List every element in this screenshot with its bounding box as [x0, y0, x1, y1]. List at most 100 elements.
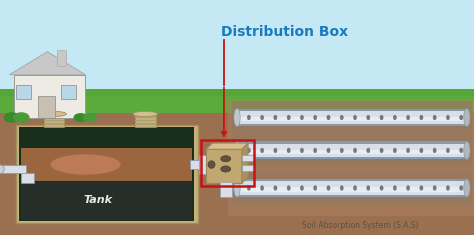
Polygon shape [9, 52, 85, 75]
Ellipse shape [51, 154, 121, 175]
Bar [237, 117, 467, 121]
Ellipse shape [367, 148, 370, 153]
Ellipse shape [407, 186, 410, 190]
Bar [228, 99, 474, 216]
Ellipse shape [234, 109, 240, 126]
Ellipse shape [354, 186, 357, 190]
Bar [135, 123, 155, 125]
Bar [44, 114, 64, 127]
Ellipse shape [261, 186, 264, 190]
Bar [220, 182, 232, 197]
Ellipse shape [433, 148, 437, 153]
Bar [44, 123, 64, 125]
Bar [135, 120, 155, 121]
Ellipse shape [433, 186, 437, 190]
Ellipse shape [380, 115, 383, 120]
Ellipse shape [464, 179, 470, 197]
Bar [237, 181, 467, 195]
Ellipse shape [314, 148, 317, 153]
Ellipse shape [447, 186, 450, 190]
Ellipse shape [354, 115, 357, 120]
Ellipse shape [73, 113, 88, 122]
Ellipse shape [247, 186, 250, 190]
Bar [16, 85, 31, 99]
Ellipse shape [447, 148, 450, 153]
Ellipse shape [221, 156, 231, 162]
Ellipse shape [464, 141, 470, 159]
Ellipse shape [380, 148, 383, 153]
Bar [199, 155, 211, 174]
Ellipse shape [367, 186, 370, 190]
Bar [232, 171, 472, 205]
Ellipse shape [393, 186, 397, 190]
Bar [206, 161, 209, 168]
Ellipse shape [274, 186, 277, 190]
Ellipse shape [42, 111, 66, 117]
Bar [38, 96, 55, 118]
Ellipse shape [367, 115, 370, 120]
Ellipse shape [4, 112, 20, 123]
Ellipse shape [460, 148, 463, 153]
Bar [206, 149, 242, 183]
Bar [0, 113, 474, 235]
Bar [190, 160, 211, 169]
Bar [0, 89, 474, 96]
Ellipse shape [261, 148, 264, 153]
Bar [237, 179, 467, 197]
Ellipse shape [247, 148, 250, 153]
Bar [19, 127, 194, 221]
Text: Soil Absorption System (S.A.S): Soil Absorption System (S.A.S) [302, 221, 419, 230]
Bar [44, 116, 64, 118]
Ellipse shape [314, 186, 317, 190]
Bar [14, 75, 85, 118]
Bar [237, 141, 467, 159]
Bar [61, 85, 76, 99]
Ellipse shape [301, 148, 304, 153]
Ellipse shape [13, 112, 29, 123]
Ellipse shape [0, 165, 4, 173]
Bar [0, 89, 474, 113]
Ellipse shape [301, 186, 304, 190]
Polygon shape [206, 143, 248, 149]
Ellipse shape [327, 186, 330, 190]
Ellipse shape [221, 166, 231, 172]
Ellipse shape [393, 148, 397, 153]
Ellipse shape [340, 115, 343, 120]
Ellipse shape [274, 115, 277, 120]
Ellipse shape [327, 148, 330, 153]
Ellipse shape [287, 186, 290, 190]
Bar [56, 50, 65, 66]
Bar [237, 187, 467, 192]
Ellipse shape [261, 115, 264, 120]
Ellipse shape [133, 111, 157, 117]
Ellipse shape [208, 161, 215, 168]
Ellipse shape [340, 186, 343, 190]
Ellipse shape [287, 148, 290, 153]
Ellipse shape [314, 115, 317, 120]
Bar [237, 109, 467, 126]
Bar [237, 149, 467, 154]
Bar [242, 155, 254, 161]
Ellipse shape [234, 141, 240, 159]
Text: Tank: Tank [83, 195, 112, 205]
Ellipse shape [327, 115, 330, 120]
Ellipse shape [274, 148, 277, 153]
Bar [0, 0, 474, 89]
Bar [232, 133, 472, 167]
Ellipse shape [380, 186, 383, 190]
Ellipse shape [247, 115, 250, 120]
Bar [44, 120, 64, 121]
Bar [237, 111, 467, 124]
Ellipse shape [83, 113, 97, 122]
Bar [242, 165, 254, 171]
Ellipse shape [420, 115, 423, 120]
Bar [21, 148, 192, 181]
Polygon shape [21, 173, 34, 183]
Ellipse shape [460, 115, 463, 120]
Ellipse shape [340, 148, 343, 153]
Ellipse shape [420, 148, 423, 153]
Ellipse shape [464, 109, 470, 126]
Bar [16, 125, 198, 223]
Ellipse shape [234, 179, 240, 197]
Bar [0, 165, 26, 173]
